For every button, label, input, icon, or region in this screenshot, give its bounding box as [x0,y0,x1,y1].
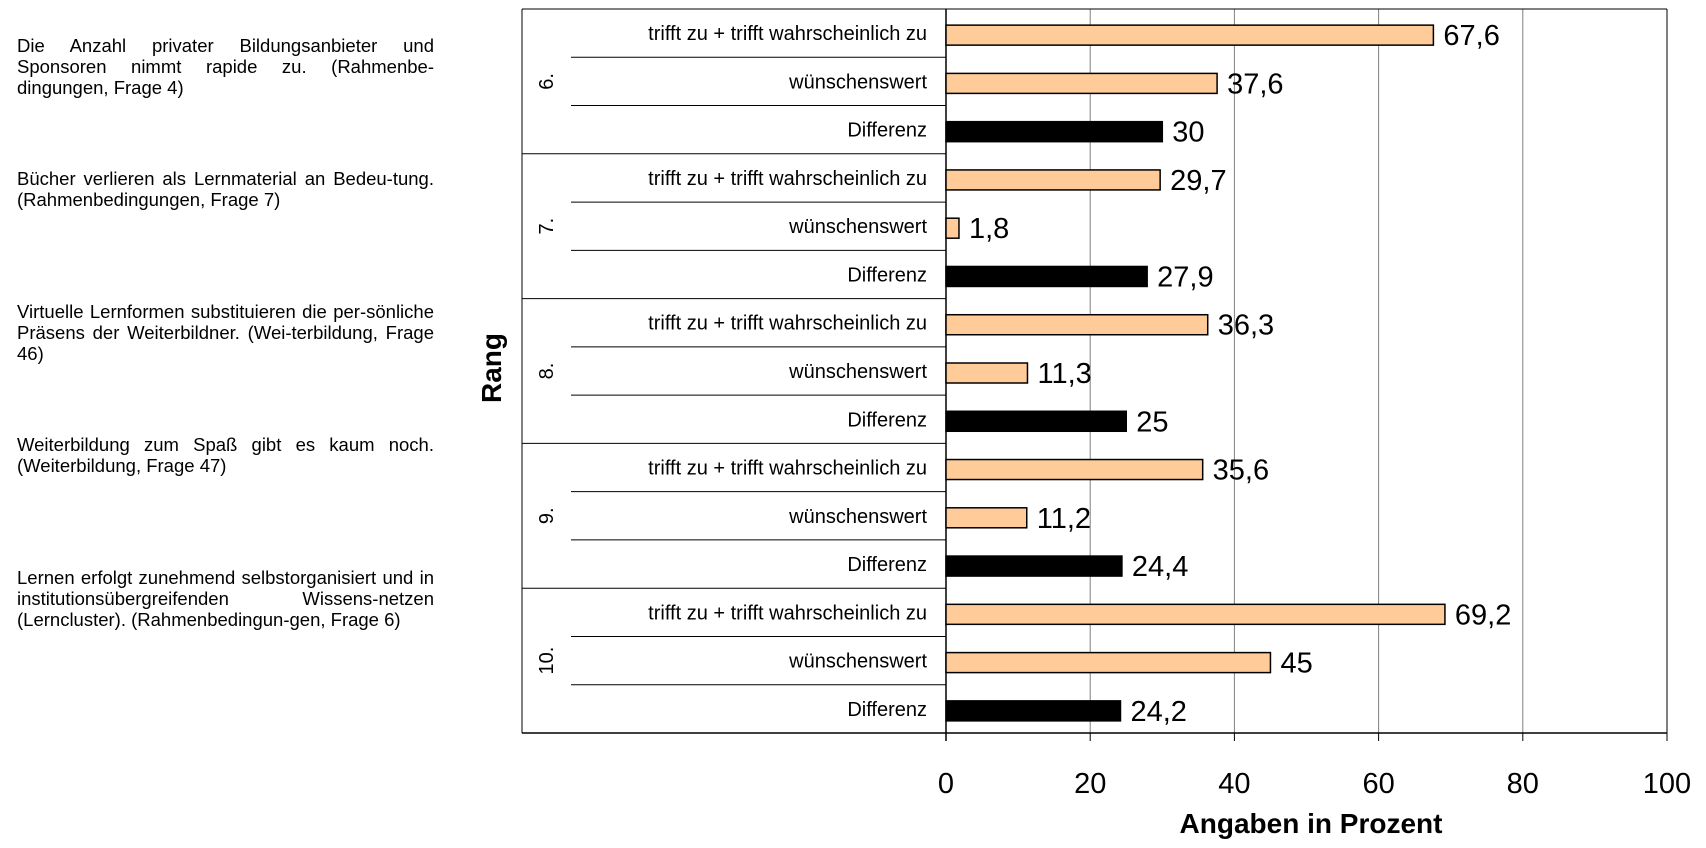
category-label: trifft zu + trifft wahrscheinlich zu [648,23,927,45]
x-tick-label: 80 [1507,768,1539,800]
bars [945,24,1446,722]
bar [945,651,1272,674]
category-label: Differenz [847,554,927,576]
value-label: 35,6 [1213,455,1269,487]
bar [945,169,1161,191]
category-label: wünschenswert [788,651,927,673]
statement-rank-6: Die Anzahl privater Bildungsanbieter und… [17,35,434,98]
rank-label: 7. [536,218,558,235]
value-label: 36,3 [1218,310,1274,342]
value-label: 45 [1280,648,1312,680]
value-label: 30 [1172,117,1204,149]
x-axis-label: Angaben in Prozent [1180,808,1443,839]
bar [945,120,1164,143]
statement-rank-10: Lernen erfolgt zunehmend selbstorganisie… [17,567,434,630]
category-label: Differenz [847,699,927,721]
value-label: 37,6 [1227,68,1283,100]
y-axis-label: Rang [476,333,507,403]
bar [945,217,960,239]
rank-labels: 6. 7. 8. 9. 10. [536,73,558,674]
category-label: trifft zu + trifft wahrscheinlich zu [648,602,927,624]
statement-rank-7: Bücher verlieren als Lernmaterial an Bed… [17,168,434,210]
category-label: wünschenswert [788,506,927,528]
x-tick-label: 100 [1643,768,1691,800]
category-label: trifft zu + trifft wahrscheinlich zu [648,458,927,480]
bar [945,700,1122,722]
bar [945,603,1446,626]
rank-label: 10. [536,647,558,675]
category-label: trifft zu + trifft wahrscheinlich zu [648,313,927,335]
value-label: 25 [1136,406,1168,438]
rank-label: 8. [536,363,558,380]
category-label: Differenz [847,120,927,142]
bar [945,410,1127,433]
bar [945,555,1123,577]
category-label: trifft zu + trifft wahrscheinlich zu [648,168,927,190]
statement-rank-9: Weiterbildung zum Spaß gibt es kaum noch… [17,434,434,476]
value-label: 27,9 [1157,261,1213,293]
value-label: 11,2 [1037,503,1091,535]
value-label: 1,8 [969,213,1009,245]
category-label: Differenz [847,264,927,286]
x-tick-label: 20 [1074,768,1106,800]
category-label: Differenz [847,409,927,431]
category-label: wünschenswert [788,216,927,238]
x-tick-label: 60 [1362,768,1394,800]
value-label: 29,7 [1170,165,1226,197]
category-labels: trifft zu + trifft wahrscheinlich zu wüns… [648,23,927,721]
statement-rank-8: Virtuelle Lernformen substituieren die p… [17,301,434,364]
bar [945,72,1218,95]
value-label: 67,6 [1443,20,1499,52]
category-label: wünschenswert [788,71,927,93]
bar [945,313,1209,336]
rank-label: 9. [536,507,558,524]
rank-label: 6. [536,73,558,90]
bar [945,265,1148,288]
value-label: 24,4 [1132,551,1188,583]
bar [945,507,1028,529]
value-label: 24,2 [1130,696,1186,728]
bar [945,362,1029,384]
x-tick-labels: 0 20 40 60 80 100 [938,768,1691,800]
x-tick-label: 0 [938,768,954,800]
chart-frame [521,8,1668,741]
bar [945,24,1435,46]
value-labels: 67,6 37,6 30 29,7 1,8 27,936,3 11,3 25 35,6 11,2 2… [969,20,1511,728]
x-tick-label: 40 [1218,768,1250,800]
value-label: 69,2 [1455,599,1511,631]
value-label: 11,3 [1037,358,1091,390]
category-label: wünschenswert [788,361,927,383]
bar [945,458,1204,481]
